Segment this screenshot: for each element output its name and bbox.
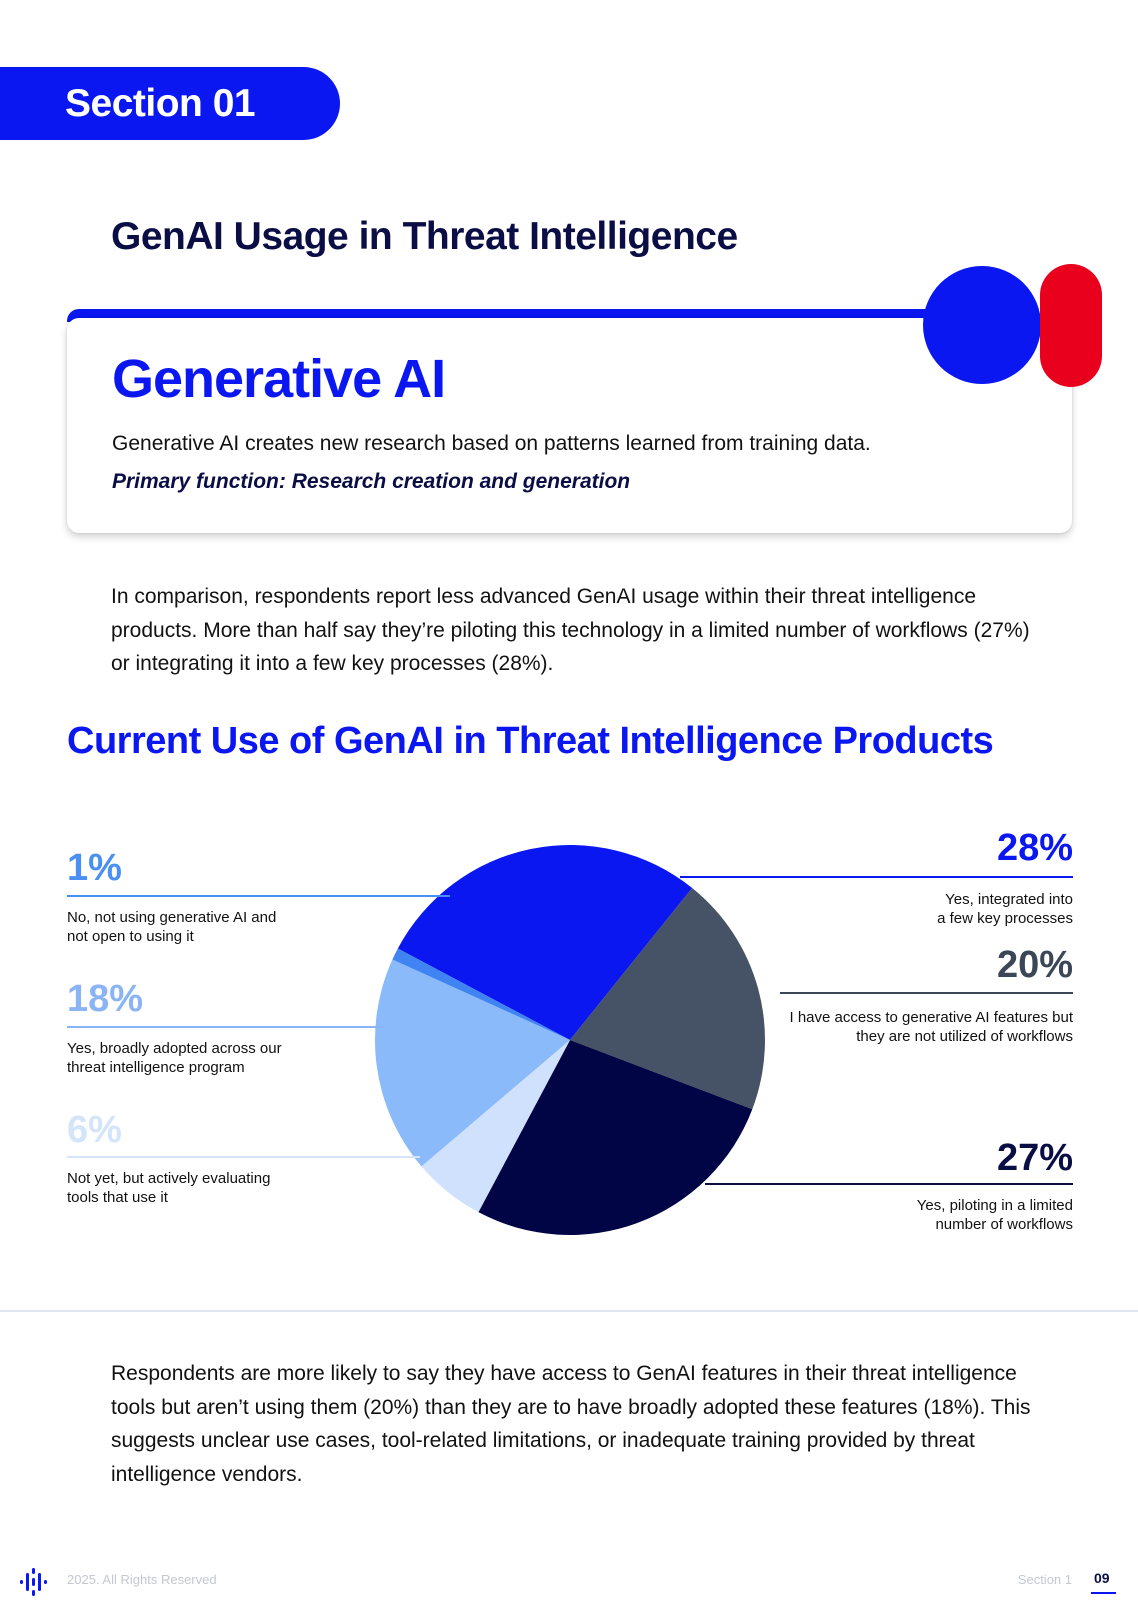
category-label-1: I have access to generative AI features … [789,1009,1073,1045]
intro-paragraph: In comparison, respondents report less a… [111,585,1030,675]
percent-label-1: 20% [997,944,1073,986]
pie-slice-0 [397,845,693,1040]
category-label-line: they are not utilized of workflows [856,1028,1073,1045]
category-label-3: Not yet, but actively evaluating tools th… [67,1170,270,1206]
category-label-4: Yes, broadly adopted across our threat in… [67,1040,282,1076]
category-label-line: Yes, piloting in a limited [917,1197,1073,1214]
page-number-underline [1091,1592,1116,1594]
brand-logo-icon [20,1568,47,1596]
category-label-line: threat intelligence program [67,1059,245,1076]
pie-slice-5 [392,948,570,1040]
footer-copyright: 2025. All Rights Reserved [67,1572,217,1587]
card-description: Generative AI creates new research based… [112,432,871,455]
decorative-circle [923,266,1041,384]
category-label-0: Yes, integrated into a few key processes [937,891,1073,927]
page-heading: GenAI Usage in Threat Intelligence [111,215,738,258]
pie-slice-3 [421,1040,570,1213]
category-label-5: No, not using generative AI and not open … [67,909,276,945]
pie-slice-2 [478,1040,753,1235]
category-label-2: Yes, piloting in a limited number of work… [917,1197,1073,1233]
category-label-line: number of workflows [935,1216,1073,1233]
category-label-line: Yes, integrated into [945,891,1073,908]
category-label-line: not open to using it [67,928,195,945]
category-label-line: Not yet, but actively evaluating [67,1170,270,1187]
decorative-pill [1040,264,1102,387]
page-number: 09 [1094,1570,1110,1586]
section-badge: Section 01 [0,67,340,140]
chart-title: Current Use of GenAI in Threat Intellige… [67,720,994,762]
pie-slice-4 [375,959,570,1167]
percent-label-4: 18% [67,978,143,1020]
closing-paragraph: Respondents are more likely to say they … [111,1362,1031,1486]
category-label-line: a few key processes [937,910,1073,927]
percent-label-5: 1% [67,847,122,889]
card-primary-function: Primary function: Research creation and … [112,470,631,493]
category-label-line: I have access to generative AI features … [789,1009,1073,1026]
definition-card: Generative AI Generative AI creates new … [67,318,1072,533]
percent-label-3: 6% [67,1109,122,1151]
card-title: Generative AI [112,349,446,409]
footer-section-label: Section 1 [1017,1572,1072,1587]
category-label-line: tools that use it [67,1189,169,1206]
percent-label-0: 28% [997,827,1073,869]
percent-label-2: 27% [997,1137,1073,1179]
category-label-line: Yes, broadly adopted across our [67,1040,282,1057]
divider [0,1310,1138,1312]
category-label-line: No, not using generative AI and [67,909,276,926]
pie-slice-1 [570,888,766,1110]
